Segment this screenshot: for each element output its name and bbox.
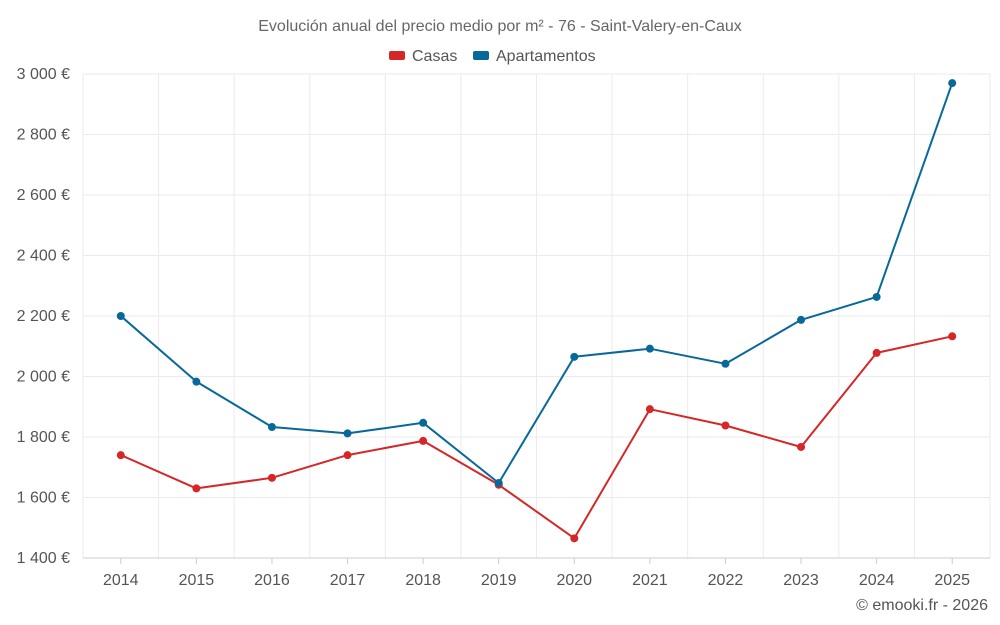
y-tick-label: 3 000 € bbox=[17, 66, 70, 83]
data-point-apartamentos bbox=[267, 423, 276, 432]
y-tick-label: 2 200 € bbox=[17, 308, 70, 325]
series-line-apartamentos bbox=[120, 82, 954, 484]
x-axis: 2014 2015 2016 2017 2018 2019 2020 2021 2022 2023… bbox=[83, 557, 990, 589]
data-point-apartamentos bbox=[116, 312, 125, 320]
data-point-casas bbox=[948, 332, 957, 341]
legend-swatch-casas bbox=[389, 51, 405, 60]
data-point-apartamentos bbox=[797, 315, 806, 324]
data-point-casas bbox=[721, 421, 730, 430]
data-point-apartamentos bbox=[494, 478, 503, 487]
series-line-casas bbox=[120, 335, 953, 540]
y-tick-label: 1 800 € bbox=[17, 429, 70, 446]
data-point-casas bbox=[419, 436, 428, 445]
y-tick-label: 2 600 € bbox=[17, 187, 70, 204]
y-tick-label: 2 400 € bbox=[17, 248, 70, 265]
series-layer bbox=[116, 79, 957, 543]
data-point-apartamentos bbox=[419, 418, 428, 427]
x-tick-label: 2022 bbox=[708, 572, 744, 589]
x-tick-label: 2025 bbox=[934, 572, 970, 589]
data-point-casas bbox=[343, 451, 352, 460]
x-tick-label: 2019 bbox=[481, 572, 517, 589]
x-tick-label: 2023 bbox=[783, 572, 819, 589]
x-tick-label: 2018 bbox=[405, 572, 441, 589]
y-tick-label: 2 800 € bbox=[17, 127, 70, 144]
data-point-casas bbox=[872, 348, 881, 357]
data-point-casas bbox=[267, 473, 276, 482]
legend-label-casas: Casas bbox=[412, 48, 457, 65]
x-tick-label: 2017 bbox=[330, 572, 366, 589]
y-tick-label: 1 400 € bbox=[17, 550, 70, 567]
x-tick-label: 2021 bbox=[632, 572, 668, 589]
data-point-casas bbox=[192, 484, 201, 493]
data-point-apartamentos bbox=[645, 344, 654, 353]
data-point-apartamentos bbox=[948, 79, 957, 88]
legend-swatch-apartamentos bbox=[473, 51, 489, 60]
grid bbox=[82, 73, 991, 559]
x-tick-label: 2014 bbox=[103, 572, 139, 589]
data-point-apartamentos bbox=[343, 429, 352, 438]
data-point-casas bbox=[116, 451, 125, 460]
y-tick-label: 1 600 € bbox=[17, 490, 70, 507]
legend-item-casas[interactable]: Casas bbox=[389, 48, 457, 65]
data-point-apartamentos bbox=[192, 377, 201, 386]
x-tick-label: 2015 bbox=[179, 572, 215, 589]
x-tick-label: 2024 bbox=[859, 572, 895, 589]
legend-item-apartamentos[interactable]: Apartamentos bbox=[473, 48, 596, 65]
data-point-casas bbox=[570, 534, 579, 543]
data-point-casas bbox=[797, 442, 806, 451]
x-tick-label: 2016 bbox=[254, 572, 290, 589]
data-point-apartamentos bbox=[872, 292, 881, 301]
y-axis: 1 400 € 1 600 € 1 800 € 2 000 € 2 200 € 2 400… bbox=[17, 66, 70, 567]
data-point-apartamentos bbox=[721, 359, 730, 368]
data-point-apartamentos bbox=[570, 352, 579, 361]
legend-label-apartamentos: Apartamentos bbox=[496, 48, 596, 65]
chart-title: Evolución anual del precio medio por m² … bbox=[258, 18, 741, 35]
data-point-casas bbox=[645, 405, 654, 414]
x-tick-label: 2020 bbox=[556, 572, 592, 589]
legend: Casas Apartamentos bbox=[389, 48, 596, 65]
credit-text: © emooki.fr - 2026 bbox=[856, 597, 988, 614]
y-tick-label: 2 000 € bbox=[17, 369, 70, 386]
